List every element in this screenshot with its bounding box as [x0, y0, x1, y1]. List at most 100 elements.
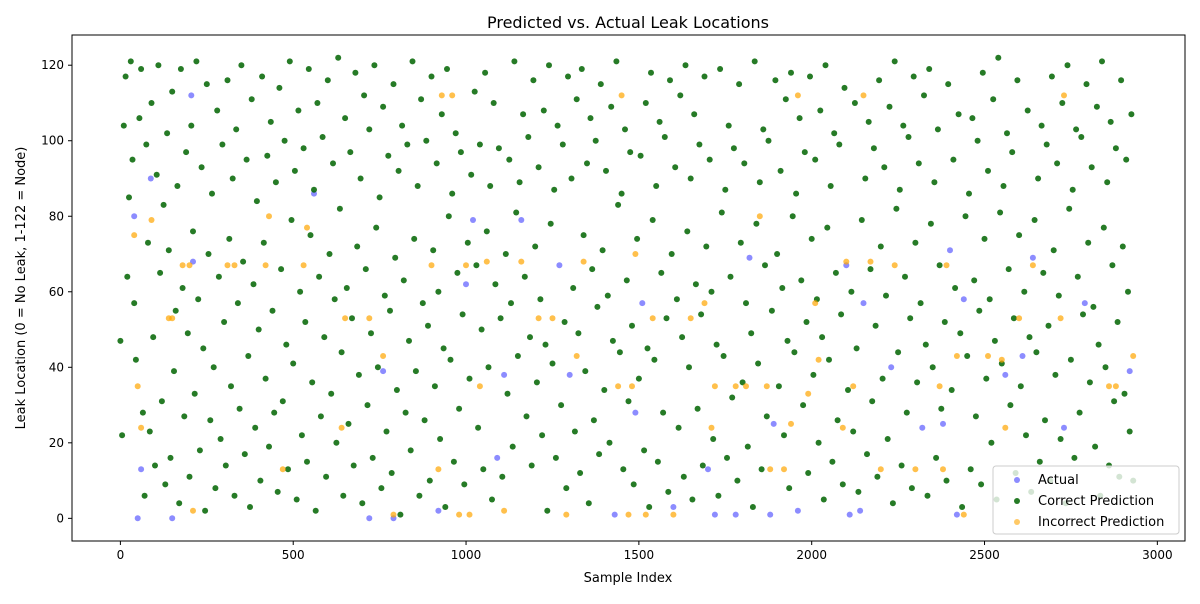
correct-prediction-point: [423, 137, 430, 144]
correct-prediction-point: [537, 296, 544, 303]
correct-prediction-point: [193, 58, 200, 65]
correct-prediction-point: [756, 179, 763, 186]
legend-label-correct: Correct Prediction: [1038, 494, 1154, 509]
correct-prediction-point: [191, 390, 198, 397]
correct-prediction-point: [120, 122, 127, 129]
correct-prediction-point: [900, 122, 907, 129]
correct-prediction-point: [450, 458, 457, 465]
correct-prediction-point: [274, 488, 281, 495]
correct-prediction-point: [409, 58, 416, 65]
correct-prediction-point: [392, 254, 399, 261]
correct-prediction-point: [302, 319, 309, 325]
correct-prediction-point: [307, 232, 314, 239]
correct-prediction-point: [426, 477, 433, 484]
correct-prediction-point: [1074, 273, 1081, 280]
correct-prediction-point: [820, 496, 827, 503]
actual-point: [188, 92, 195, 99]
correct-prediction-point: [226, 235, 233, 242]
correct-prediction-point: [654, 458, 661, 465]
correct-prediction-point: [805, 470, 812, 476]
correct-prediction-point: [369, 454, 376, 461]
incorrect-prediction-point: [843, 258, 850, 265]
correct-prediction-point: [741, 160, 748, 167]
correct-prediction-point: [129, 156, 136, 163]
correct-prediction-point: [957, 330, 964, 337]
legend-marker-correct: [1014, 498, 1020, 504]
incorrect-prediction-point: [131, 232, 138, 239]
correct-prediction-point: [851, 100, 858, 106]
correct-prediction-point: [718, 209, 725, 216]
correct-prediction-point: [563, 485, 570, 492]
correct-prediction-point: [641, 447, 648, 454]
correct-prediction-point: [775, 383, 782, 390]
correct-prediction-point: [316, 273, 323, 280]
correct-prediction-point: [945, 81, 952, 88]
incorrect-prediction-point: [148, 217, 155, 223]
correct-prediction-point: [734, 477, 741, 484]
correct-prediction-point: [438, 111, 445, 118]
correct-prediction-point: [219, 141, 226, 148]
correct-prediction-point: [1092, 443, 1099, 450]
correct-prediction-point: [1076, 409, 1083, 416]
correct-prediction-point: [865, 118, 872, 125]
correct-prediction-point: [1095, 341, 1102, 348]
correct-prediction-point: [751, 58, 758, 65]
incorrect-prediction-point: [390, 511, 397, 518]
correct-prediction-point: [177, 66, 184, 72]
correct-prediction-point: [1026, 334, 1033, 341]
incorrect-prediction-point: [1130, 353, 1137, 359]
correct-prediction-point: [449, 190, 456, 197]
actual-point: [1126, 368, 1133, 375]
correct-prediction-point: [582, 368, 589, 375]
correct-prediction-point: [435, 288, 442, 295]
incorrect-prediction-point: [535, 315, 542, 322]
incorrect-prediction-point: [998, 356, 1005, 363]
incorrect-prediction-point: [629, 383, 635, 390]
y-tick-label: 120: [41, 58, 64, 72]
correct-prediction-point: [549, 360, 556, 367]
incorrect-prediction-point: [763, 383, 770, 390]
correct-prediction-point: [924, 492, 931, 499]
correct-prediction-point: [324, 77, 331, 84]
actual-point: [501, 371, 508, 378]
incorrect-prediction-point: [891, 262, 898, 269]
correct-prediction-point: [126, 194, 132, 201]
correct-prediction-point: [853, 345, 860, 352]
correct-prediction-point: [1007, 402, 1014, 409]
correct-prediction-point: [171, 368, 177, 375]
correct-prediction-point: [148, 100, 155, 106]
correct-prediction-point: [948, 387, 955, 393]
chart-title: Predicted vs. Actual Leak Locations: [487, 13, 769, 32]
incorrect-prediction-point: [501, 507, 508, 514]
incorrect-prediction-point: [1016, 315, 1023, 322]
correct-prediction-point: [710, 436, 717, 442]
correct-prediction-point: [1048, 73, 1055, 80]
correct-prediction-point: [328, 390, 335, 397]
actual-point: [134, 515, 141, 522]
correct-prediction-point: [368, 330, 374, 337]
correct-prediction-point: [601, 387, 608, 393]
incorrect-prediction-point: [466, 511, 473, 518]
correct-prediction-point: [321, 334, 328, 341]
correct-prediction-point: [196, 447, 203, 454]
correct-prediction-point: [172, 307, 179, 314]
correct-prediction-point: [983, 375, 990, 382]
correct-prediction-point: [497, 315, 504, 322]
correct-prediction-point: [997, 209, 1004, 216]
correct-prediction-point: [1021, 288, 1028, 295]
correct-prediction-point: [340, 492, 347, 499]
correct-prediction-point: [760, 126, 767, 133]
incorrect-prediction-point: [936, 383, 943, 390]
correct-prediction-point: [456, 405, 463, 412]
correct-prediction-point: [350, 462, 357, 469]
correct-prediction-point: [877, 243, 884, 250]
correct-prediction-point: [288, 217, 295, 223]
correct-prediction-point: [604, 292, 611, 299]
correct-prediction-point: [440, 345, 447, 352]
correct-prediction-point: [748, 330, 755, 337]
correct-prediction-point: [1014, 77, 1021, 84]
correct-prediction-point: [1118, 77, 1125, 84]
correct-prediction-point: [1024, 107, 1031, 114]
correct-prediction-point: [174, 183, 181, 189]
